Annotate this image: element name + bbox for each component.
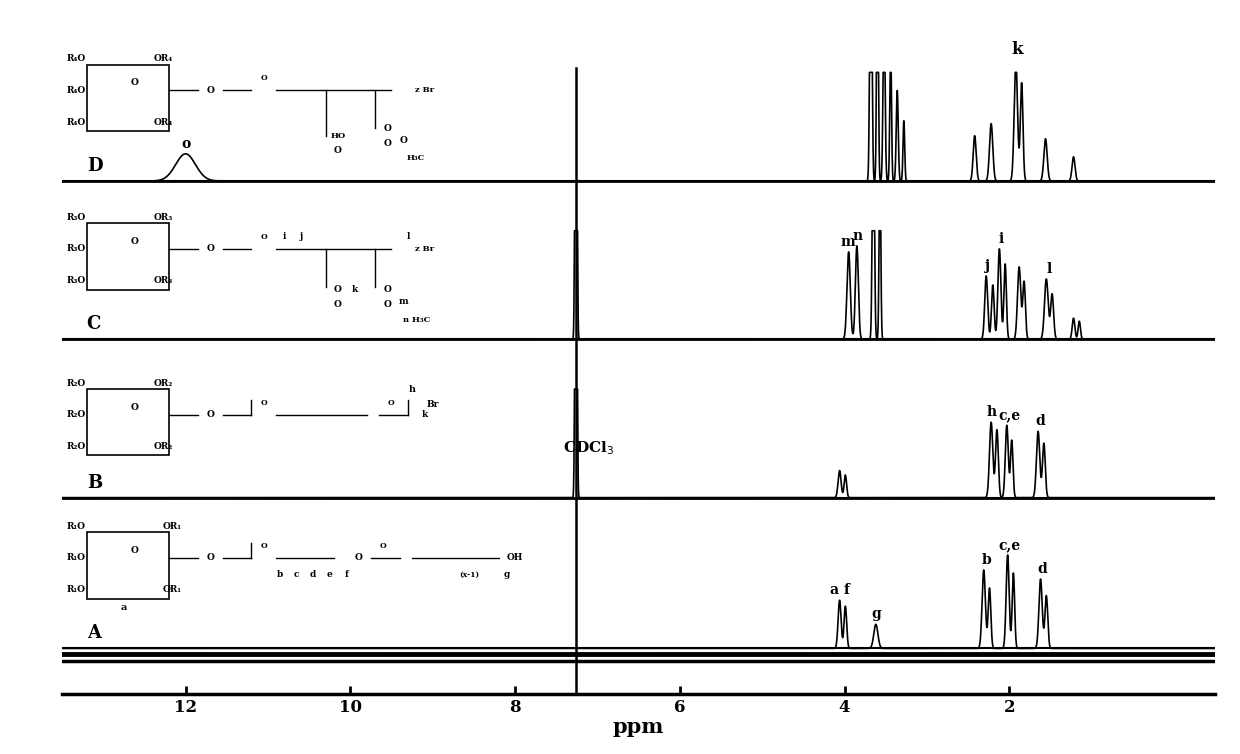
Text: R₁O: R₁O [66, 522, 86, 531]
Text: o: o [181, 136, 190, 151]
Text: O: O [383, 139, 392, 148]
Text: H₃C: H₃C [407, 155, 425, 162]
Text: O: O [260, 542, 267, 550]
Text: O: O [260, 75, 267, 82]
Text: (x-1): (x-1) [460, 571, 480, 578]
Text: g: g [870, 607, 880, 621]
Text: R₁O: R₁O [66, 585, 86, 594]
X-axis label: ppm: ppm [613, 717, 665, 737]
Text: O: O [401, 136, 408, 145]
Text: O: O [355, 553, 362, 562]
Text: OR₄: OR₄ [154, 118, 174, 127]
Text: D: D [87, 157, 103, 175]
Text: OR₄: OR₄ [154, 54, 174, 63]
Text: c,e: c,e [998, 538, 1021, 552]
Text: OR₂: OR₂ [154, 379, 174, 388]
Text: b: b [981, 553, 991, 567]
FancyBboxPatch shape [87, 223, 169, 290]
Text: R₄O: R₄O [66, 86, 86, 95]
Text: j: j [986, 259, 991, 273]
Text: OR₁: OR₁ [162, 522, 181, 531]
Text: l: l [407, 232, 409, 241]
Text: R₂O: R₂O [66, 442, 86, 451]
Text: O: O [260, 399, 267, 406]
Text: O: O [379, 542, 387, 550]
Text: z Br: z Br [415, 245, 434, 253]
Text: B: B [87, 474, 102, 492]
Text: m: m [841, 234, 856, 249]
Text: d: d [1038, 562, 1047, 576]
Text: R₄O: R₄O [66, 118, 86, 127]
Text: O: O [206, 410, 215, 419]
Text: OR₂: OR₂ [154, 442, 174, 451]
Text: O: O [130, 78, 139, 87]
Text: O: O [130, 546, 139, 555]
Text: m: m [399, 297, 409, 306]
Text: n: n [853, 228, 863, 243]
FancyBboxPatch shape [87, 389, 169, 455]
Text: a f: a f [831, 583, 851, 597]
Text: R₂O: R₂O [66, 410, 86, 419]
Text: k: k [422, 410, 428, 419]
Text: n H₃C: n H₃C [403, 316, 430, 323]
Text: O: O [206, 553, 215, 562]
Text: g: g [503, 570, 510, 579]
Text: R₃O: R₃O [66, 213, 86, 222]
Text: j: j [299, 232, 303, 241]
Text: l: l [1047, 262, 1052, 276]
Text: c,e: c,e [998, 408, 1021, 422]
Text: k: k [351, 285, 357, 294]
Text: OH: OH [507, 553, 523, 562]
Text: h: h [408, 385, 415, 394]
Text: R₄O: R₄O [66, 54, 86, 63]
Text: b: b [278, 570, 284, 579]
Text: k: k [1012, 41, 1023, 58]
Text: O: O [383, 285, 392, 294]
Text: d: d [1035, 414, 1045, 428]
Text: O: O [260, 233, 267, 241]
Text: O: O [206, 244, 215, 253]
Text: z Br: z Br [415, 87, 434, 94]
FancyBboxPatch shape [87, 65, 169, 131]
Text: Br: Br [427, 400, 439, 409]
Text: R₃O: R₃O [66, 244, 86, 253]
Text: R₂O: R₂O [66, 379, 86, 388]
Text: OR₁: OR₁ [162, 585, 181, 594]
Text: C: C [87, 315, 102, 333]
Text: R₃O: R₃O [66, 276, 86, 285]
Text: h: h [986, 405, 996, 419]
Text: i: i [998, 231, 1003, 246]
Text: O: O [383, 300, 392, 309]
Text: c: c [294, 570, 300, 579]
Text: O: O [334, 300, 342, 309]
Text: O: O [383, 124, 392, 133]
Text: a: a [120, 603, 126, 612]
Text: A: A [87, 624, 100, 642]
Text: CDCl$_3$: CDCl$_3$ [563, 440, 614, 457]
Text: O: O [388, 399, 394, 406]
FancyBboxPatch shape [87, 532, 169, 599]
Text: HO: HO [330, 132, 346, 139]
Text: d: d [310, 570, 316, 579]
Text: i: i [283, 232, 286, 241]
Text: OR₃: OR₃ [154, 213, 174, 222]
Text: O: O [334, 285, 342, 294]
Text: R₁O: R₁O [66, 553, 86, 562]
Text: f: f [345, 570, 348, 579]
Text: O: O [334, 146, 342, 155]
Text: O: O [130, 237, 139, 246]
Text: OR₃: OR₃ [154, 276, 174, 285]
Text: e: e [327, 570, 332, 579]
Text: O: O [130, 403, 139, 412]
Text: O: O [206, 86, 215, 95]
